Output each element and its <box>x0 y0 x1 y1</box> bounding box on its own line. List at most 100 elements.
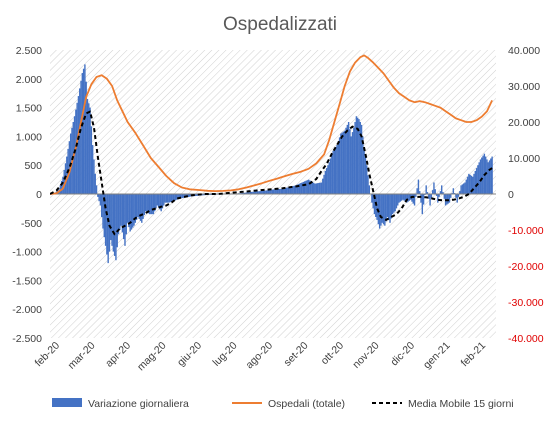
variation-bar <box>484 156 487 194</box>
variation-bar <box>421 194 424 215</box>
variation-bar <box>314 183 316 194</box>
variation-bar <box>174 194 177 201</box>
right-tick-label: -30.000 <box>508 297 544 309</box>
variation-bar <box>289 186 292 194</box>
variation-bar <box>443 194 445 199</box>
left-tick-label: -1.000 <box>12 247 42 259</box>
variation-bar <box>442 192 444 194</box>
variation-bar <box>252 191 254 194</box>
variation-bar <box>89 107 91 194</box>
variation-bar <box>297 184 299 194</box>
variation-bar <box>416 188 418 194</box>
total-hospitalized-line <box>50 54 493 195</box>
variation-bar <box>307 179 310 194</box>
variation-bar <box>271 189 274 194</box>
variation-bar <box>301 182 303 194</box>
variation-bar <box>481 157 483 194</box>
variation-bar <box>124 194 126 246</box>
variation-bar <box>431 190 434 194</box>
variation-bar <box>389 194 391 223</box>
variation-bar <box>288 187 290 194</box>
variation-bar <box>60 180 63 194</box>
variation-bar <box>133 194 135 226</box>
variation-bar <box>367 175 369 194</box>
variation-bar <box>455 194 457 198</box>
variation-bar <box>403 194 405 201</box>
variation-bar <box>362 136 364 194</box>
variation-bar <box>323 174 325 194</box>
variation-bar <box>433 182 435 194</box>
variation-bar <box>331 154 333 194</box>
variation-bar <box>150 194 152 215</box>
variation-bar <box>270 189 272 194</box>
variation-bar <box>80 80 82 194</box>
variation-bar <box>164 194 166 203</box>
variation-bar <box>412 194 414 204</box>
variation-bar <box>267 190 270 194</box>
variation-bar <box>450 194 452 198</box>
variation-bar <box>285 187 288 194</box>
legend: Variazione giornaliera Ospedali (totale) M… <box>52 398 514 410</box>
variation-bar <box>408 194 411 201</box>
variation-bar <box>262 190 265 194</box>
variation-bar <box>355 116 358 194</box>
variation-bar <box>395 194 398 209</box>
variation-bar <box>345 127 347 194</box>
variation-bar <box>448 194 451 203</box>
variation-bar <box>112 194 115 252</box>
variation-bar <box>349 129 351 194</box>
variation-bar <box>398 194 400 203</box>
variation-bar <box>280 188 283 194</box>
variation-bar <box>254 191 257 194</box>
variation-bar <box>430 194 433 198</box>
left-tick-label: -2.500 <box>12 333 42 345</box>
variation-bar <box>393 194 395 213</box>
variation-bar <box>79 88 81 194</box>
variation-bar <box>391 194 394 215</box>
variation-bar <box>101 194 103 218</box>
variation-bar <box>141 194 143 223</box>
variation-bar <box>384 194 386 226</box>
right-axis-ticks: -40.000 -30.000 -20.000 -10.000 0 10.000 20.00… <box>508 45 544 345</box>
variation-bar <box>265 190 267 194</box>
variation-bar <box>243 192 245 194</box>
variation-bar <box>466 176 469 194</box>
variation-bar <box>420 194 422 203</box>
variation-bar <box>328 162 330 194</box>
variation-bar <box>459 191 461 194</box>
variation-bar <box>187 194 190 197</box>
variation-bar <box>397 194 399 206</box>
variation-bar <box>169 194 171 203</box>
variation-bar <box>316 183 319 194</box>
variation-bar <box>291 186 293 194</box>
legend-label: Ospedali (totale) <box>268 398 345 410</box>
variation-bar <box>388 194 390 220</box>
variation-bar <box>356 117 359 194</box>
variation-bar <box>447 194 449 204</box>
variation-bar <box>376 194 378 220</box>
variation-bar <box>380 194 382 226</box>
variation-bar <box>81 73 84 194</box>
variation-bar <box>296 184 298 194</box>
variation-bar <box>464 182 466 194</box>
variation-bar <box>122 194 125 240</box>
variation-bar <box>309 180 311 194</box>
variation-bar <box>422 194 425 205</box>
variation-bar <box>113 194 116 256</box>
variation-bar <box>260 191 262 194</box>
variation-bar <box>382 194 385 225</box>
variation-bar <box>146 194 148 213</box>
right-tick-label: 0 <box>508 189 514 201</box>
variation-bar <box>472 176 474 194</box>
variation-bar <box>426 192 429 194</box>
right-tick-label: -40.000 <box>508 333 544 345</box>
variation-bar <box>152 194 155 215</box>
series-lines <box>50 54 493 236</box>
variation-bar <box>129 194 131 232</box>
variation-bar <box>104 194 107 246</box>
variation-bar <box>161 194 164 209</box>
variation-bar <box>360 124 363 194</box>
variation-bar <box>332 150 334 194</box>
variation-bar <box>487 162 489 194</box>
